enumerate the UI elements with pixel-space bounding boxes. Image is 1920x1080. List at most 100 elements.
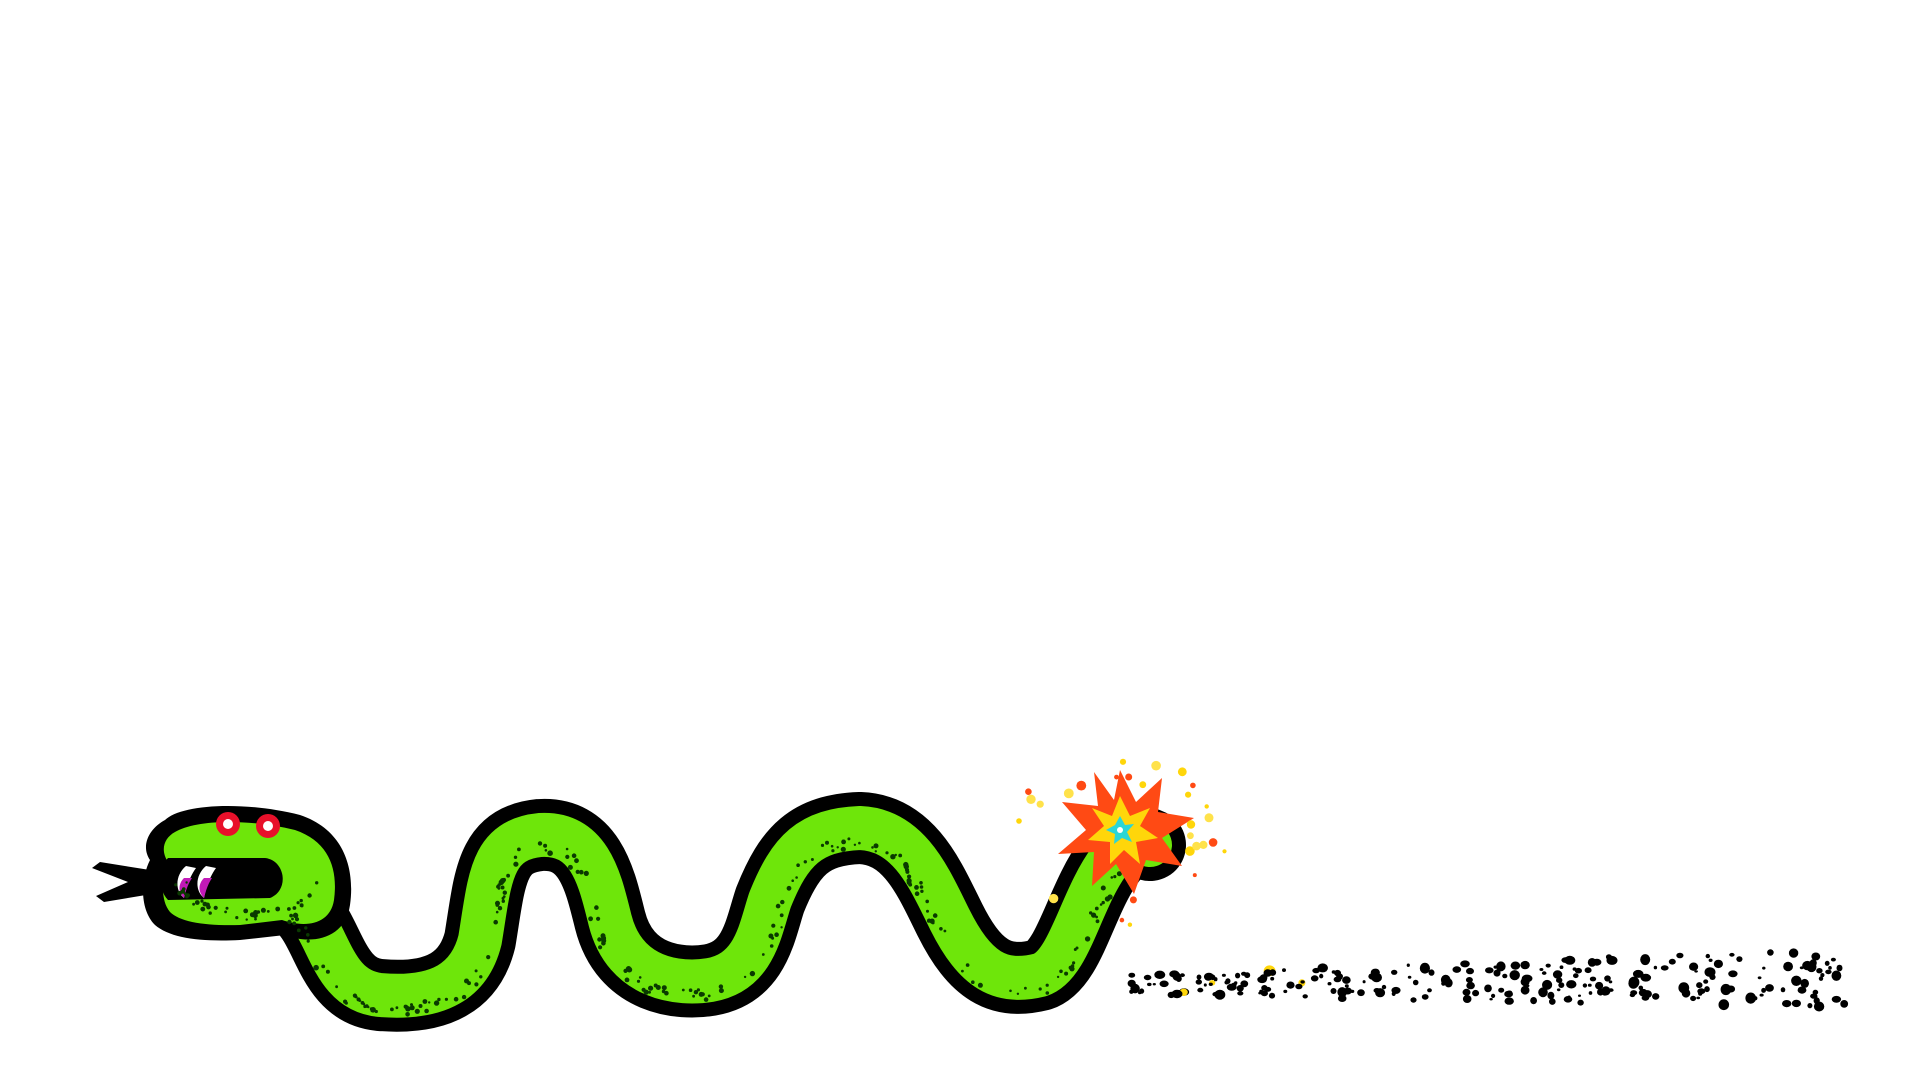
snake-speckle <box>1069 966 1075 972</box>
snake-speckle <box>422 999 428 1004</box>
snake-speckle <box>289 913 293 918</box>
ash-particle <box>1300 980 1305 984</box>
ash-particle <box>1244 972 1251 979</box>
snake-speckle <box>513 855 518 859</box>
snake-speckle <box>914 891 920 896</box>
snake-speckle <box>874 850 877 853</box>
ash-particle <box>1780 987 1786 993</box>
snake-speckle <box>390 1007 394 1012</box>
ash-particle <box>1427 988 1432 993</box>
ash-particle <box>1203 983 1207 987</box>
ash-particle <box>1828 966 1832 970</box>
snake-speckle <box>1118 871 1122 875</box>
ash-particle <box>1485 967 1494 974</box>
ash-particle <box>1563 996 1573 1003</box>
ash-particle <box>1282 968 1286 972</box>
ash-particle <box>1221 973 1226 977</box>
snake-speckle <box>183 892 187 896</box>
snake-speckle <box>858 841 861 845</box>
ash-particle <box>1652 993 1660 1000</box>
snake-speckle <box>871 846 874 849</box>
snake-speckle <box>1095 919 1100 924</box>
snake-speckle <box>774 932 779 937</box>
snake-speckle <box>418 1004 423 1008</box>
ash-particle <box>1226 983 1237 991</box>
ash-particle <box>1584 967 1592 974</box>
ash-particle <box>1357 989 1365 997</box>
snake-speckle <box>583 870 589 877</box>
snake-speckle <box>307 894 311 897</box>
snake-speckle <box>428 1001 431 1004</box>
snake-speckle <box>1045 983 1049 987</box>
ash-particle <box>1428 969 1435 976</box>
ash-particle <box>1372 973 1381 981</box>
ash-particle <box>1504 997 1514 1005</box>
ash-particle <box>1460 960 1470 968</box>
snake-speckle <box>1099 903 1103 906</box>
snake-speckle <box>890 854 896 860</box>
snake-speckle <box>486 955 491 960</box>
snake-speckle <box>243 908 249 914</box>
spark-particle <box>1204 813 1214 823</box>
ash-particle <box>1212 992 1219 997</box>
spark-particle <box>1187 832 1194 840</box>
snake-speckle <box>743 975 747 979</box>
ash-particle <box>1159 980 1169 988</box>
spark-particle <box>1036 800 1044 808</box>
ash-particle <box>1283 989 1288 994</box>
ash-particle <box>1697 982 1702 987</box>
snake-speckle <box>1056 975 1060 979</box>
ash-particle <box>1690 995 1697 1002</box>
spark-particle <box>1151 760 1161 771</box>
ash-particle <box>1172 971 1181 981</box>
ash-particle <box>1709 974 1716 980</box>
snake-speckle <box>287 907 291 911</box>
spark-particle <box>1190 782 1196 789</box>
ash-particle <box>1601 990 1608 996</box>
ash-particle <box>1412 979 1419 986</box>
ash-particle <box>1653 965 1658 970</box>
snake-eye-left <box>216 812 240 836</box>
snake-speckle <box>926 909 929 913</box>
snake-speckle <box>344 1001 348 1005</box>
snake-speckle <box>185 881 188 884</box>
ash-particle <box>1810 993 1818 999</box>
ash-particle <box>1542 979 1553 990</box>
ash-particle <box>1705 953 1711 959</box>
snake-speckle <box>1084 936 1091 942</box>
ash-particle <box>1604 975 1611 982</box>
snake-speckle <box>939 927 943 931</box>
ash-particle <box>1640 973 1652 982</box>
snake-speckle <box>1101 900 1105 905</box>
ash-particle <box>1410 997 1417 1003</box>
snake-speckle <box>1064 971 1069 976</box>
snake-speckle <box>414 1008 420 1014</box>
snake-speckle <box>254 917 257 921</box>
snake-speckle <box>424 1008 429 1014</box>
snake-speckle <box>873 843 879 849</box>
spark-particle <box>1119 917 1125 923</box>
snake-speckle <box>643 989 649 995</box>
ash-particle <box>1138 991 1142 995</box>
ash-particle <box>1489 998 1493 1001</box>
snake-speckle <box>929 918 935 924</box>
spark-particle <box>1016 818 1022 824</box>
snake-speckle <box>841 839 846 845</box>
ash-particle <box>1128 972 1136 978</box>
ash-particle <box>1589 976 1597 982</box>
snake-speckle <box>296 901 300 905</box>
ash-particle <box>1640 954 1651 966</box>
snake-speckle <box>575 869 580 875</box>
ash-particle <box>1582 983 1588 988</box>
snake-speckle <box>354 995 358 999</box>
ash-particle <box>1319 973 1324 979</box>
ash-particle <box>1497 966 1503 970</box>
ash-particle <box>1167 991 1175 999</box>
ash-particle <box>1638 988 1648 997</box>
ash-particle <box>1491 993 1496 999</box>
ash-particle <box>1269 969 1277 976</box>
snake-speckle <box>292 912 299 919</box>
ash-particle <box>1566 980 1577 989</box>
spark-particle <box>1076 780 1087 791</box>
snake-speckle <box>304 926 308 930</box>
